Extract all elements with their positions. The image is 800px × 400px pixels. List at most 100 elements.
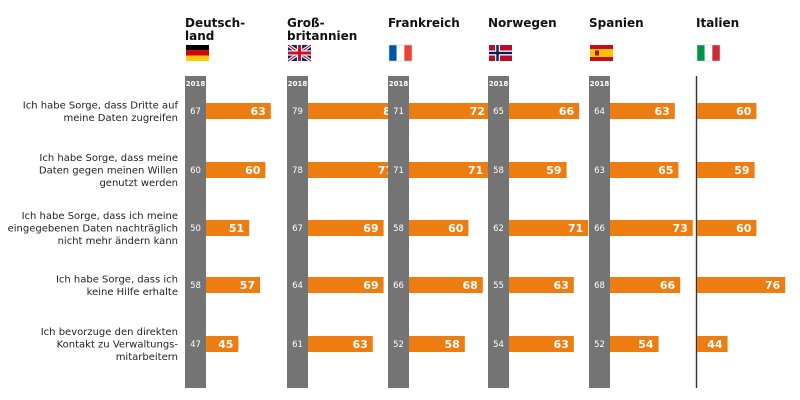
bar [697, 103, 757, 119]
value-2018-label: 60 [190, 166, 201, 176]
country-column: Italien 60 59 60 76 44 [695, 16, 786, 388]
bar-value-label: 76 [765, 279, 781, 292]
value-2018-label: 55 [493, 281, 504, 291]
value-2018-label: 71 [393, 166, 404, 176]
row-label-line: Ich habe Sorge, dass ich [56, 274, 178, 285]
row-label-line: nicht mehr ändern kann [58, 236, 178, 247]
value-2018-label: 71 [393, 107, 404, 117]
value-2018-label: 61 [292, 340, 303, 350]
year-label: 2018 [590, 80, 610, 88]
bar-value-label: 54 [638, 338, 654, 351]
year-label: 2018 [186, 80, 206, 88]
value-2018-label: 64 [292, 281, 303, 291]
value-2018-label: 62 [493, 224, 504, 234]
country-name: Frankreich [388, 16, 460, 30]
bar [697, 162, 755, 178]
country-columns: Deutsch-land 2018 67 63 60 60 50 51 58 57 47 45 Groß… [185, 16, 786, 388]
country-name-line: Frankreich [388, 16, 460, 30]
bar-value-label: 51 [229, 222, 244, 235]
bar [697, 220, 757, 236]
bar-value-label: 73 [672, 222, 687, 235]
bar [610, 277, 681, 293]
bar [206, 220, 250, 236]
row-label-line: Ich habe Sorge, dass Dritte auf [23, 100, 179, 111]
bar [610, 162, 679, 178]
bar [409, 277, 483, 293]
flag-stripe [404, 45, 412, 61]
bar [409, 220, 469, 236]
row-label: Ich bevorzuge den direkten Kontakt zu Ver… [41, 327, 179, 363]
bar [509, 162, 567, 178]
row-label-line: meine Daten zugreifen [63, 113, 178, 124]
value-2018-label: 78 [292, 166, 303, 176]
bar-value-label: 58 [444, 338, 459, 351]
bar [509, 103, 580, 119]
bar-value-label: 60 [448, 222, 464, 235]
flag-cross [489, 51, 512, 55]
flag-border [696, 44, 721, 62]
flag-stripe [590, 49, 613, 57]
row-label-line: Ich bevorzuge den direkten [41, 327, 178, 338]
row-label-line: Kontakt zu Verwaltungs- [57, 340, 179, 351]
bar [409, 103, 490, 119]
country-column: Frankreich 2018 71 72 71 71 58 60 66 68 52 58 [388, 16, 490, 388]
bar [697, 277, 786, 293]
flag-stripe [186, 45, 209, 51]
bar-value-label: 63 [250, 105, 265, 118]
flag-france-icon [388, 44, 413, 62]
bar-value-label: 66 [660, 279, 676, 292]
bar [610, 220, 693, 236]
value-2018-label: 79 [292, 107, 303, 117]
row-label: Ich habe Sorge, dass ich meine eingegeben… [8, 211, 178, 247]
bar-value-label: 45 [218, 338, 233, 351]
flag-italy-icon [696, 44, 721, 62]
bar-value-label: 69 [363, 222, 378, 235]
bar [509, 277, 574, 293]
bar-value-label: 71 [468, 164, 483, 177]
bar-value-label: 72 [470, 105, 485, 118]
row-label-line: eingegebenen Daten nachträglich [8, 224, 178, 235]
row-labels: Ich habe Sorge, dass Dritte auf meine Dat… [8, 100, 179, 363]
bar [308, 162, 398, 178]
value-2018-label: 67 [292, 224, 303, 234]
value-2018-label: 52 [393, 340, 404, 350]
bar [509, 220, 589, 236]
row-label-line: Ich habe Sorge, dass meine [39, 153, 178, 164]
bar [610, 103, 675, 119]
year-label: 2018 [489, 80, 509, 88]
baseline-2018-column [488, 76, 509, 388]
flag-cross [288, 51, 311, 55]
country-name-line: land [185, 29, 214, 43]
bar-value-label: 60 [245, 164, 261, 177]
bar-value-label: 60 [736, 222, 752, 235]
bar-value-label: 59 [546, 164, 561, 177]
value-2018-label: 65 [493, 107, 504, 117]
value-2018-label: 68 [594, 281, 605, 291]
flag-norway-icon [489, 45, 512, 61]
bar-value-label: 63 [553, 338, 568, 351]
flag-stripe [697, 45, 705, 61]
flag-stripe [186, 55, 209, 61]
value-2018-label: 66 [594, 224, 605, 234]
country-name: Italien [696, 16, 739, 30]
value-2018-label: 54 [493, 340, 504, 350]
bar [308, 103, 404, 119]
year-label: 2018 [288, 80, 308, 88]
value-2018-label: 50 [190, 224, 201, 234]
bar-value-label: 44 [707, 338, 723, 351]
country-column: Spanien 2018 64 63 63 65 66 73 68 66 52 54 [589, 16, 693, 388]
bar-value-label: 71 [568, 222, 583, 235]
country-name-line: Italien [696, 16, 739, 30]
flag-emblem [595, 50, 599, 56]
flag-stripe [396, 45, 405, 61]
bar [308, 220, 384, 236]
value-2018-label: 58 [393, 224, 404, 234]
bar-value-label: 66 [559, 105, 575, 118]
country-name-line: britannien [287, 29, 357, 43]
bar-value-label: 63 [553, 279, 568, 292]
flag-stripe [389, 45, 397, 61]
country-name: Spanien [589, 16, 644, 30]
value-2018-label: 64 [594, 107, 605, 117]
value-2018-label: 52 [594, 340, 605, 350]
value-2018-label: 66 [393, 281, 404, 291]
